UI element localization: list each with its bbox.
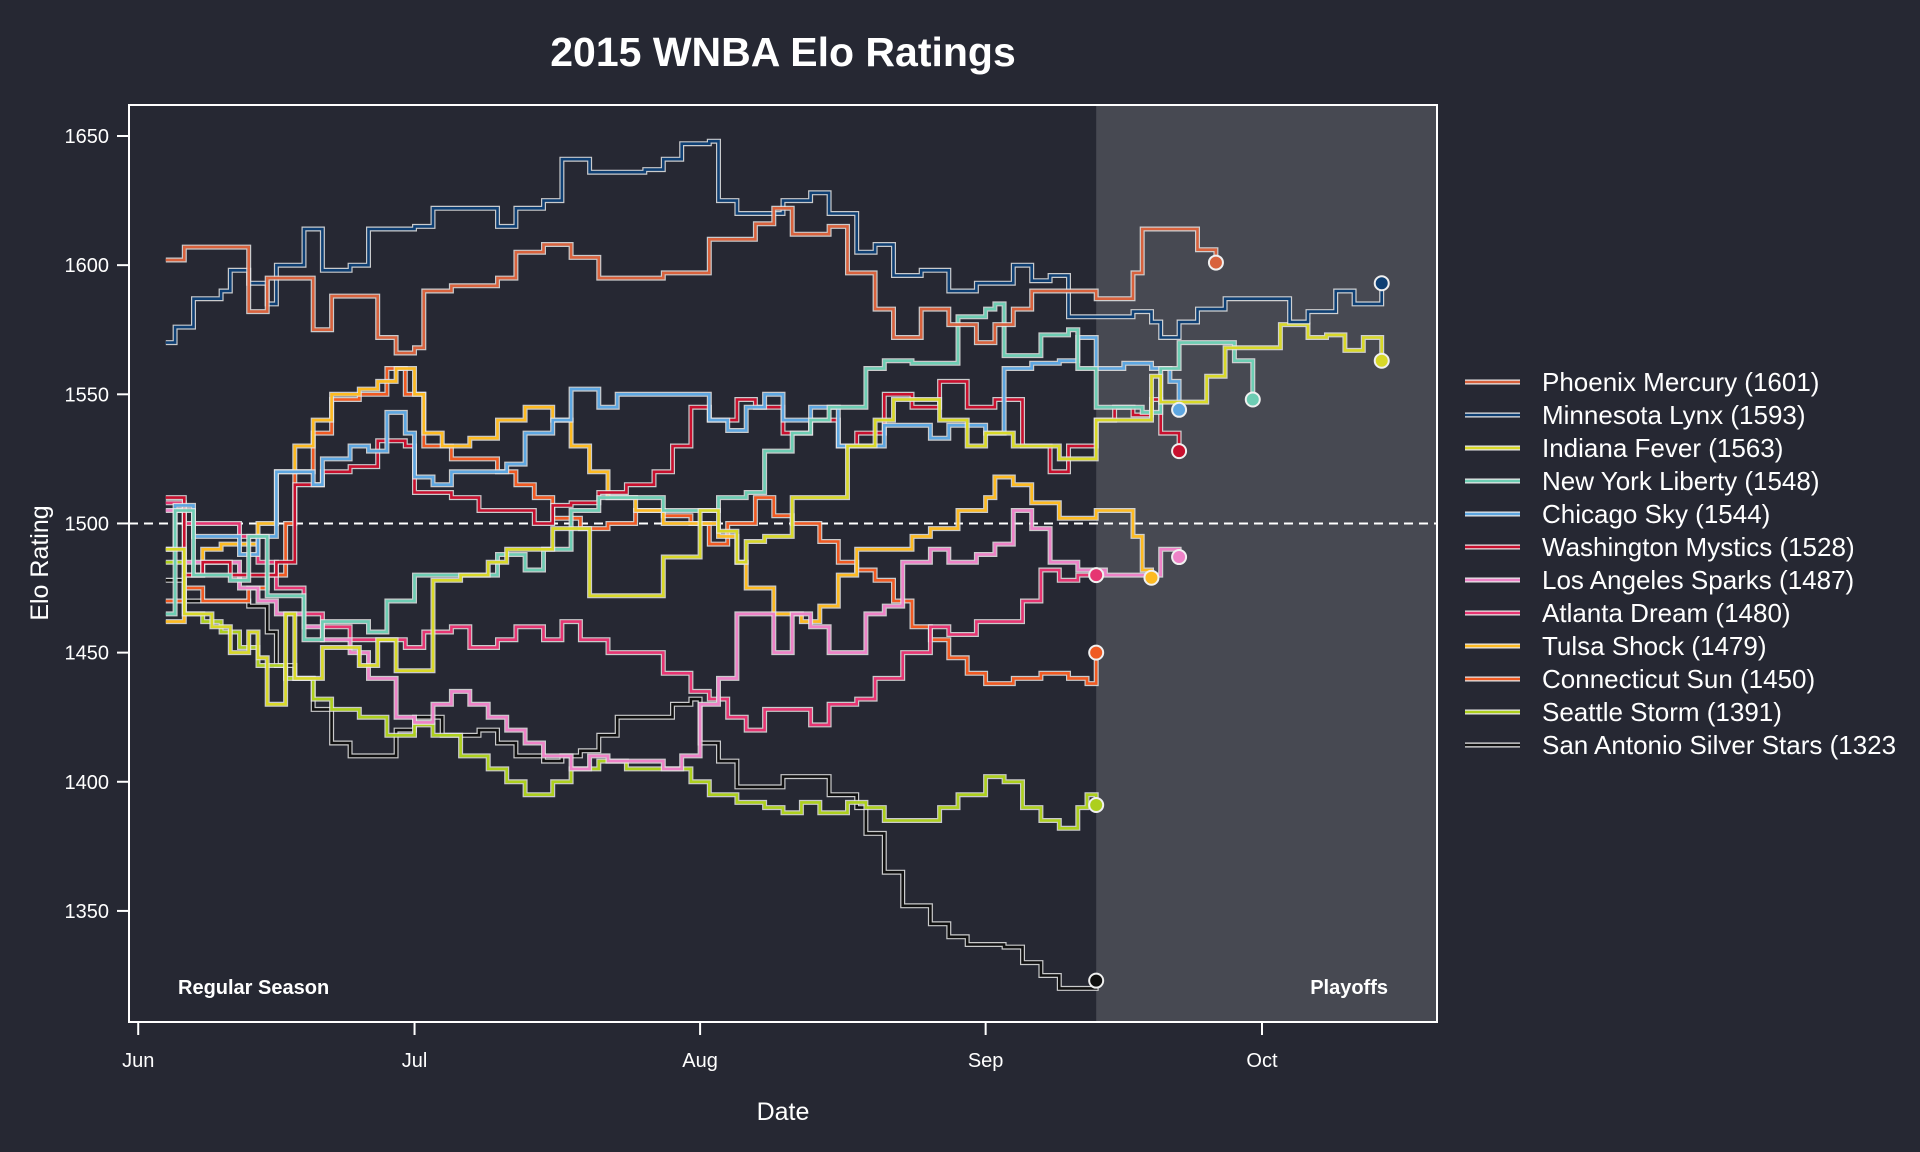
- legend-label: San Antonio Silver Stars (1323): [1542, 730, 1905, 760]
- series-tulsa-shock: [165, 366, 1154, 625]
- x-tick-label: Jun: [122, 1050, 154, 1072]
- series-indiana-fever: [165, 322, 1385, 707]
- series-layer: [165, 138, 1385, 991]
- y-tick-label: 1350: [65, 901, 110, 923]
- series-washington-mystics: [165, 378, 1182, 578]
- legend-label: Phoenix Mercury (1601): [1542, 367, 1819, 397]
- end-marker: [1088, 644, 1105, 661]
- end-marker: [1143, 569, 1160, 586]
- series-los-angeles-sparks: [165, 508, 1182, 772]
- series-line: [165, 336, 1181, 556]
- end-marker: [1088, 797, 1105, 814]
- y-tick-label: 1450: [65, 643, 110, 665]
- legend-item: Seattle Storm (1391): [1465, 697, 1782, 727]
- series-line: [165, 367, 1153, 623]
- legend-item: Minnesota Lynx (1593): [1465, 400, 1806, 430]
- series-line: [165, 323, 1383, 706]
- legend-item: Indiana Fever (1563): [1465, 433, 1783, 463]
- legend-label: Tulsa Shock (1479): [1542, 631, 1766, 661]
- legend-item: Atlanta Dream (1480): [1465, 598, 1791, 628]
- y-axis-ticks: 1350 1400 1450 1500 1550 1600 1650: [65, 126, 129, 923]
- series-new-york-liberty: [165, 301, 1256, 643]
- series-line: [165, 380, 1181, 577]
- x-axis-label: Date: [757, 1098, 810, 1126]
- regular-season-label: Regular Season: [178, 977, 329, 999]
- y-tick-label: 1600: [65, 255, 110, 277]
- series-line: [165, 207, 1218, 355]
- end-marker: [1171, 401, 1188, 418]
- chart-title: 2015 WNBA Elo Ratings: [550, 29, 1016, 75]
- legend-label: Minnesota Lynx (1593): [1542, 400, 1806, 430]
- end-marker: [1088, 972, 1105, 989]
- legend-item: Washington Mystics (1528): [1465, 532, 1855, 562]
- series-minnesota-lynx: [165, 138, 1385, 346]
- legend-item: Connecticut Sun (1450): [1465, 664, 1815, 694]
- x-tick-label: Sep: [968, 1050, 1004, 1072]
- end-marker: [1171, 443, 1188, 460]
- y-tick-label: 1500: [65, 513, 110, 535]
- x-tick-label: Jul: [402, 1050, 428, 1072]
- legend-label: Seattle Storm (1391): [1542, 697, 1782, 727]
- series-line: [165, 509, 1181, 771]
- x-tick-label: Oct: [1246, 1050, 1278, 1072]
- series-chicago-sky: [165, 335, 1182, 557]
- legend-item: Los Angeles Sparks (1487): [1465, 565, 1854, 595]
- legend-label: Indiana Fever (1563): [1542, 433, 1783, 463]
- legend-item: Chicago Sky (1544): [1465, 499, 1770, 529]
- end-marker: [1373, 275, 1390, 292]
- plot-frame: [128, 104, 1438, 1023]
- y-tick-label: 1650: [65, 126, 110, 148]
- legend-label: Connecticut Sun (1450): [1542, 664, 1815, 694]
- legend-label: Chicago Sky (1544): [1542, 499, 1770, 529]
- y-tick-label: 1550: [65, 384, 110, 406]
- series-san-antonio-silver-stars: [165, 577, 1099, 991]
- y-axis-label: Elo Rating: [26, 505, 54, 620]
- legend-label: Atlanta Dream (1480): [1542, 598, 1791, 628]
- end-marker: [1207, 254, 1224, 271]
- playoffs-shaded-region: [1096, 105, 1437, 1022]
- x-axis-ticks: Jun Jul Aug Sep Oct: [122, 1022, 1278, 1072]
- series-line: [165, 579, 1098, 990]
- playoffs-label: Playoffs: [1310, 977, 1388, 999]
- end-marker: [1244, 391, 1261, 408]
- series-phoenix-mercury: [165, 205, 1219, 356]
- series-line: [165, 139, 1383, 344]
- x-tick-label: Aug: [682, 1050, 718, 1072]
- legend-item: New York Liberty (1548): [1465, 466, 1819, 496]
- legend-item: Tulsa Shock (1479): [1465, 631, 1766, 661]
- legend-item: San Antonio Silver Stars (1323): [1465, 730, 1905, 760]
- end-markers: [1088, 254, 1390, 989]
- legend-label: New York Liberty (1548): [1542, 466, 1819, 496]
- end-marker: [1373, 352, 1390, 369]
- legend-item: Phoenix Mercury (1601): [1465, 367, 1819, 397]
- end-marker: [1088, 567, 1105, 584]
- legend-label: Washington Mystics (1528): [1542, 532, 1855, 562]
- legend: Phoenix Mercury (1601)Minnesota Lynx (15…: [1465, 367, 1905, 760]
- series-line: [165, 302, 1255, 641]
- end-marker: [1171, 549, 1188, 566]
- y-tick-label: 1400: [65, 772, 110, 794]
- legend-label: Los Angeles Sparks (1487): [1542, 565, 1854, 595]
